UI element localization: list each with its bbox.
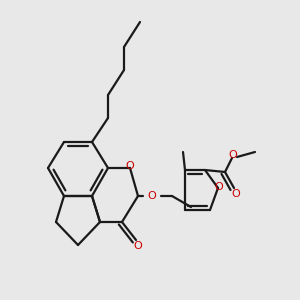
Text: O: O [126,161,134,171]
Text: O: O [229,150,237,160]
Text: O: O [134,241,142,251]
Text: O: O [214,182,224,192]
Text: O: O [232,189,240,199]
Text: O: O [148,191,156,201]
